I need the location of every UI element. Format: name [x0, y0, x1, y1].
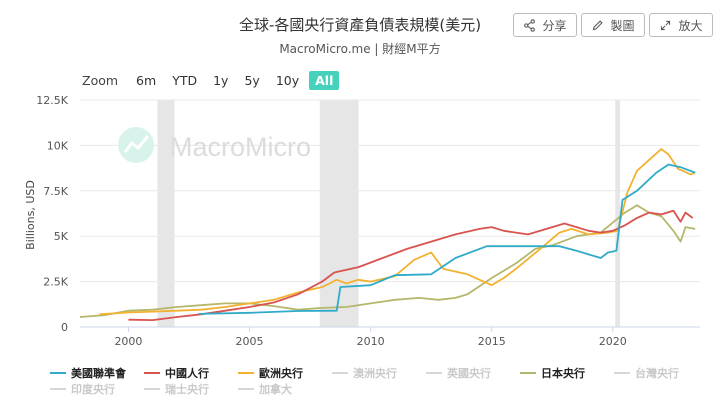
x-tick-label: 2020 — [599, 335, 627, 348]
legend-label: 中國人行 — [165, 367, 209, 380]
chart-subtitle: MacroMicro.me | 財經M平方 — [279, 42, 441, 56]
legend-label: 印度央行 — [71, 383, 115, 396]
legend-swatch — [144, 388, 160, 390]
zoom-5y-button[interactable]: 5y — [244, 72, 260, 88]
x-tick-label: 2000 — [114, 335, 142, 348]
legend: 美國聯準會 中國人行 歐洲央行 澳洲央行 英國央行 日本央行 台灣央行 印度央行… — [50, 365, 710, 397]
recession-band — [157, 100, 175, 327]
legend-item-cbc[interactable]: 台灣央行 — [614, 365, 708, 381]
watermark: MacroMicro — [118, 127, 311, 163]
legend-label: 歐洲央行 — [259, 367, 303, 380]
recession-band — [615, 100, 621, 327]
legend-swatch — [50, 372, 66, 374]
zoom-all-button[interactable]: All — [309, 70, 340, 90]
legend-swatch — [332, 372, 348, 374]
zoom-selector: Zoom 6m YTD 1y 5y 10y All — [82, 70, 343, 90]
legend-swatch — [50, 388, 66, 390]
legend-label: 日本央行 — [541, 367, 585, 380]
legend-label: 加拿大 — [259, 383, 292, 396]
series-line-5[interactable] — [79, 204, 696, 318]
watermark-text: MacroMicro — [170, 132, 311, 162]
legend-item-fed[interactable]: 美國聯準會 — [50, 365, 144, 381]
legend-item-ecb[interactable]: 歐洲央行 — [238, 365, 332, 381]
legend-item-boj[interactable]: 日本央行 — [520, 365, 614, 381]
x-tick-label: 2005 — [236, 335, 264, 348]
legend-swatch — [238, 372, 254, 374]
legend-swatch — [144, 372, 160, 374]
legend-label: 瑞士央行 — [165, 383, 209, 396]
legend-label: 英國央行 — [447, 367, 491, 380]
y-axis-label: Billions, USD — [24, 180, 37, 250]
legend-item-pboc[interactable]: 中國人行 — [144, 365, 238, 381]
recession-band — [319, 100, 359, 327]
expand-button[interactable]: 放大 — [649, 13, 713, 37]
share-label: 分享 — [542, 18, 567, 33]
share-icon — [524, 18, 536, 32]
y-tick-label: 12.5K — [36, 94, 68, 107]
series-line-2[interactable] — [99, 148, 696, 316]
zoom-label: Zoom — [82, 72, 119, 88]
x-tick-label: 2015 — [478, 335, 506, 348]
y-tick-label: 0 — [61, 321, 68, 334]
pencil-icon — [593, 19, 604, 30]
expand-icon — [661, 20, 671, 30]
y-tick-label: 7.5K — [43, 185, 68, 198]
legend-label: 澳洲央行 — [353, 367, 397, 380]
series-line-1[interactable] — [128, 209, 694, 322]
legend-swatch — [426, 372, 442, 374]
legend-item-snb[interactable]: 瑞士央行 — [144, 381, 238, 397]
legend-label: 美國聯準會 — [71, 367, 126, 380]
legend-item-rba[interactable]: 澳洲央行 — [332, 365, 426, 381]
legend-item-boc[interactable]: 加拿大 — [238, 381, 332, 397]
watermark-logo-mark — [123, 135, 150, 153]
legend-item-rbi[interactable]: 印度央行 — [50, 381, 144, 397]
zoom-10y-button[interactable]: 10y — [275, 72, 300, 88]
share-button[interactable]: 分享 — [513, 13, 577, 37]
legend-item-boe[interactable]: 英國央行 — [426, 365, 520, 381]
legend-swatch — [520, 372, 536, 374]
zoom-1y-button[interactable]: 1y — [213, 72, 229, 88]
chart-title: 全球-各國央行資產負債表規模(美元) — [238, 16, 482, 34]
y-tick-label: 5K — [54, 230, 69, 243]
legend-swatch — [238, 388, 254, 390]
zoom-6m-button[interactable]: 6m — [136, 72, 157, 88]
x-tick-label: 2010 — [357, 335, 385, 348]
legend-label: 台灣央行 — [635, 367, 679, 380]
chart-edit-label: 製圖 — [610, 18, 635, 33]
series-line-0[interactable] — [198, 163, 696, 315]
expand-label: 放大 — [678, 18, 703, 33]
y-tick-label: 10K — [47, 139, 69, 152]
chart-edit-button[interactable]: 製圖 — [581, 13, 645, 37]
zoom-ytd-button[interactable]: YTD — [172, 72, 198, 88]
y-tick-label: 2.5K — [43, 276, 68, 289]
legend-swatch — [614, 372, 630, 374]
